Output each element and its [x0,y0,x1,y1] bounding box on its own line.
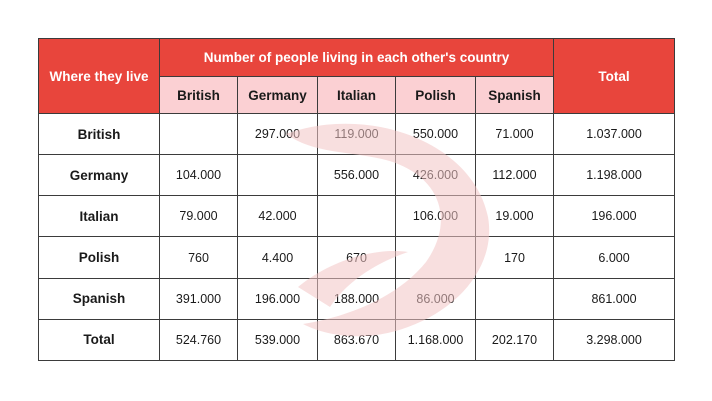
table-row-italian: Italian 79.000 42.000 106.000 19.000 196.000 [38,195,676,238]
table-row-germany: Germany 104.000 556.000 426.000 112.000 1.198… [38,154,676,197]
table-cell: 104.000 [159,154,238,197]
table-cell: 188.000 [317,277,396,320]
table-cell: 79.000 [159,195,238,238]
table-cell [237,154,318,197]
table-cell: 202.170 [474,318,555,362]
row-label: Total [38,318,160,362]
data-table: Where they live Number of people living … [38,38,676,362]
table-cell [317,195,396,238]
group-header: Number of people living in each other's … [158,38,555,77]
row-total-cell: 196.000 [553,195,676,238]
table-cell: 106.000 [395,195,476,238]
row-label: Germany [38,154,160,197]
row-header: Where they live [38,38,160,114]
table-cell: 524.760 [159,318,238,362]
table-cell: 539.000 [237,318,318,362]
column-header-spanish: Spanish [474,76,555,114]
table-cell: 4.400 [237,236,318,279]
table-cell: 550.000 [395,112,476,156]
table-cell [474,277,555,320]
table-row-spanish: Spanish 391.000 196.000 188.000 86.000 861.00… [38,277,676,320]
row-label: Spanish [38,277,160,320]
row-total-cell: 1.198.000 [553,154,676,197]
row-total-cell: 1.037.000 [553,112,676,156]
table-cell: 556.000 [317,154,396,197]
table-cell: 391.000 [159,277,238,320]
table-cell: 112.000 [474,154,555,197]
table-cell: 426.000 [395,154,476,197]
column-header-british: British [159,76,238,114]
column-header-polish: Polish [395,76,476,114]
table-cell: 670 [317,236,396,279]
table-cell: 119.000 [317,112,396,156]
table-cell: 297.000 [237,112,318,156]
column-header-germany: Germany [237,76,318,114]
table-cell [395,236,476,279]
table-cell: 170 [474,236,555,279]
table-cell: 42.000 [237,195,318,238]
row-label: British [38,112,160,156]
column-header-italian: Italian [317,76,396,114]
table-row-polish: Polish 760 4.400 670 170 6.000 [38,236,676,279]
row-total-cell: 6.000 [553,236,676,279]
table-row-british: British 297.000 119.000 550.000 71.000 1.037.… [38,112,676,156]
table-cell: 196.000 [237,277,318,320]
table-cell: 86.000 [395,277,476,320]
row-label: Polish [38,236,160,279]
total-header: Total [553,38,676,114]
table-cell [159,112,238,156]
table-cell: 71.000 [474,112,555,156]
table-row-total: Total 524.760 539.000 863.670 1.168.000 202.1… [38,318,676,362]
table-cell: 19.000 [474,195,555,238]
table-cell: 863.670 [317,318,396,362]
row-label: Italian [38,195,160,238]
table-cell: 760 [159,236,238,279]
row-total-cell: 3.298.000 [553,318,676,362]
row-total-cell: 861.000 [553,277,676,320]
table-cell: 1.168.000 [395,318,476,362]
